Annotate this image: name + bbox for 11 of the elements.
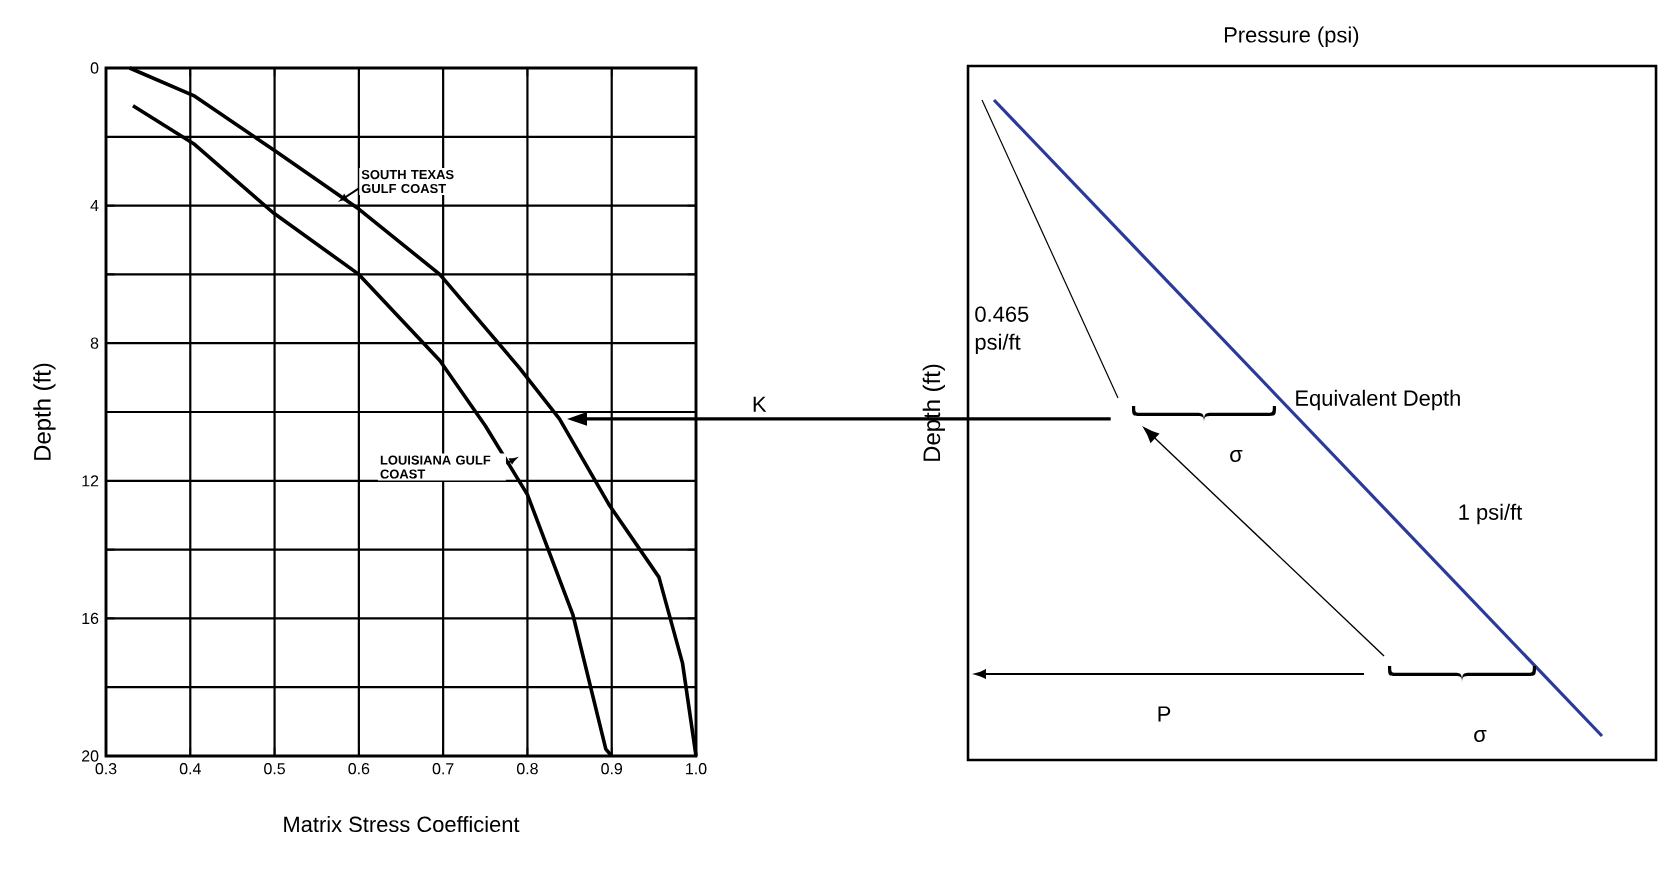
text: 0.465 psi/ft xyxy=(975,306,1029,355)
text: σ xyxy=(1230,450,1243,462)
text: Pressure (psi) xyxy=(1224,26,1359,47)
text: Equivalent Depth xyxy=(1296,389,1460,411)
text: 1 psi/ft xyxy=(1459,503,1523,525)
ref-line-label: K xyxy=(753,396,767,412)
x-axis-title: Matrix Stress Coefficient xyxy=(284,816,520,833)
y-axis-title: Depth (ft) xyxy=(33,363,56,460)
text: P xyxy=(1158,706,1171,722)
text: σ xyxy=(1474,730,1487,742)
text: Depth (ft) xyxy=(922,364,945,461)
